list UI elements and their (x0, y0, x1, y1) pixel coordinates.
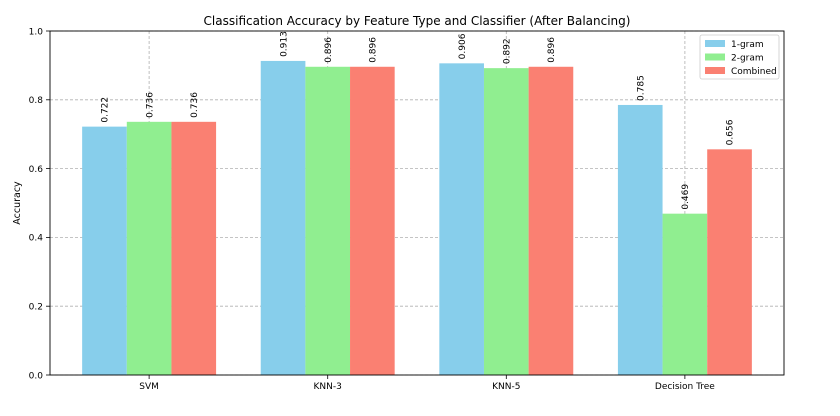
legend-swatch (705, 40, 725, 47)
bar-value-label: 0.913 (279, 31, 289, 57)
bar (305, 66, 351, 375)
bar (707, 149, 752, 375)
chart-title: Classification Accuracy by Feature Type … (204, 14, 631, 28)
bar (617, 104, 663, 376)
legend-label: 2-gram (731, 54, 764, 64)
legend: 1-gram 2-gram Combined (699, 34, 780, 80)
y-tick-label: 0.0 (29, 371, 44, 381)
bar-value-label: 0.469 (681, 184, 691, 210)
bar (483, 68, 529, 375)
bar (662, 213, 708, 375)
bar-value-label: 0.892 (502, 38, 512, 64)
bar (171, 121, 217, 375)
plot-frame (49, 30, 785, 376)
bar-value-label: 0.736 (145, 92, 155, 118)
data-labels-layer: 0.722 0.913 0.906 0.785 0.736 0.896 0.892 0.469… (101, 31, 736, 210)
y-axis-label: Accuracy (12, 181, 23, 225)
bar (350, 66, 395, 375)
bar (82, 126, 127, 375)
bar-value-label: 0.785 (636, 75, 646, 101)
x-tick-label: KNN-5 (492, 382, 520, 392)
legend-swatch (705, 53, 725, 61)
legend-label: 1-gram (731, 40, 764, 50)
bar-value-label: 0.736 (190, 92, 200, 118)
x-tick-label: SVM (139, 382, 159, 392)
bar-value-label: 0.896 (369, 37, 379, 63)
bar-value-label: 0.722 (101, 97, 111, 123)
x-tick-label: KNN-3 (314, 382, 342, 392)
bar-value-label: 0.896 (324, 37, 334, 63)
y-tick-label: 1.0 (29, 27, 44, 37)
legend-swatch (705, 67, 725, 74)
axis-ticks-layer: 0.0 0.2 0.4 0.6 0.8 1.0 SVM KNN-3 KNN-5 Decision … (29, 27, 716, 392)
bar-value-label: 0.906 (458, 33, 468, 59)
x-tick-label: Decision Tree (655, 382, 715, 392)
bars-layer (82, 60, 752, 376)
bar (528, 66, 574, 375)
y-tick-label: 0.6 (29, 165, 44, 175)
bar (439, 63, 484, 375)
bar (260, 60, 306, 375)
bar-value-label: 0.656 (726, 119, 736, 145)
bar-value-label: 0.896 (547, 37, 557, 63)
y-tick-label: 0.2 (29, 303, 43, 313)
y-tick-label: 0.8 (29, 96, 44, 106)
y-tick-label: 0.4 (29, 234, 44, 244)
legend-label: Combined (731, 67, 777, 77)
bar (126, 121, 172, 375)
